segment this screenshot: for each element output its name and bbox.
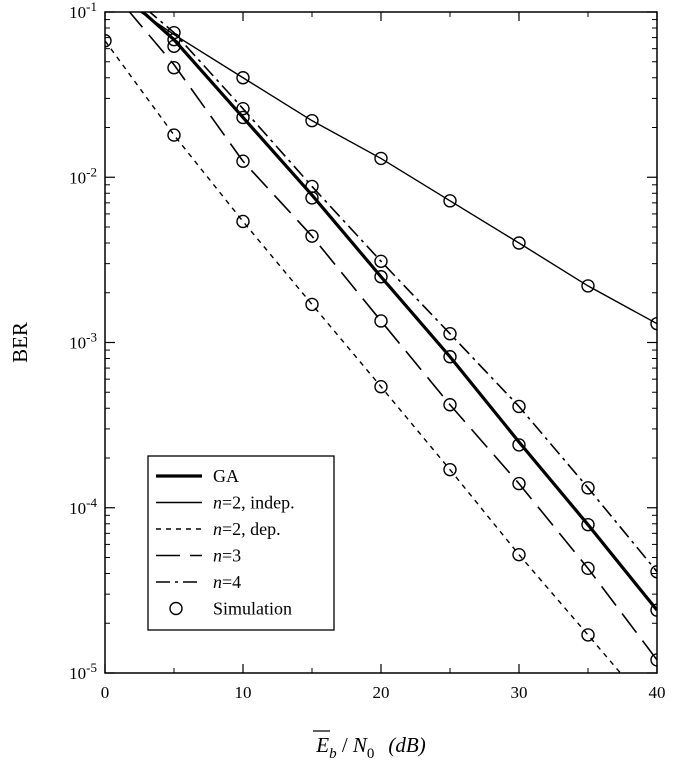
x-axis-title-n: N xyxy=(352,733,368,757)
simulation-point xyxy=(512,438,526,452)
simulation-point xyxy=(374,270,388,284)
x-tick-label: 30 xyxy=(511,683,528,702)
simulation-point xyxy=(167,61,181,75)
simulation-point xyxy=(374,151,388,166)
simulation-point xyxy=(512,236,526,250)
simulation-point xyxy=(167,39,181,54)
simulation-point xyxy=(581,517,595,532)
simulation-point xyxy=(305,191,319,205)
x-axis-title-unit: (dB) xyxy=(388,733,425,757)
y-tick-label: 10-3 xyxy=(69,330,97,353)
simulation-point xyxy=(374,380,388,394)
simulation-point xyxy=(374,314,388,328)
x-tick-label: 10 xyxy=(235,683,252,702)
legend-label-n3: n=3 xyxy=(213,546,241,566)
legend-box xyxy=(147,455,335,631)
simulation-point xyxy=(305,229,319,243)
y-axis-title: BER xyxy=(8,322,32,363)
series-line-n2d xyxy=(105,40,622,673)
simulation-point xyxy=(581,279,595,293)
simulation-point xyxy=(443,398,457,412)
series-line-ga xyxy=(140,12,657,612)
simulation-point xyxy=(236,214,250,229)
y-tick-label: 10-2 xyxy=(69,164,97,187)
legend-label-ga: GA xyxy=(213,466,239,486)
x-axis-title-n-sub: 0 xyxy=(367,746,375,762)
series-line-n3 xyxy=(128,12,657,661)
simulation-point xyxy=(167,128,181,142)
data-layer xyxy=(105,12,663,722)
x-tick-label: 40 xyxy=(649,683,666,702)
simulation-point xyxy=(305,113,319,128)
simulation-point xyxy=(443,327,457,341)
series-line-n2i xyxy=(139,12,657,325)
x-axis-title: Eb / N0 (dB) xyxy=(315,733,426,762)
x-axis-title-slash: / xyxy=(337,733,353,757)
simulation-point xyxy=(512,547,526,562)
simulation-point xyxy=(651,710,663,722)
legend-label-n2d: n=2, dep. xyxy=(213,519,281,539)
simulation-point xyxy=(650,316,657,331)
simulation-point xyxy=(581,561,595,576)
simulation-point xyxy=(443,350,457,364)
y-tick-label: 10-4 xyxy=(69,495,97,518)
legend-swatch-sim xyxy=(169,601,183,616)
simulation-point xyxy=(167,32,181,47)
legend-label-n4: n=4 xyxy=(213,572,241,592)
axis-layer: 0 10 20 30 40 10-1 10-2 10-3 10-4 10-5 xyxy=(69,0,665,702)
simulation-point xyxy=(167,25,181,40)
simulation-point xyxy=(236,71,250,85)
simulation-point xyxy=(581,628,595,642)
simulation-point xyxy=(512,476,526,491)
legend: GA n=2, indep. n=2, dep. n=3 n=4 Simulation xyxy=(147,455,335,631)
simulation-point xyxy=(443,462,457,477)
legend-label-sim: Simulation xyxy=(213,599,292,619)
x-axis-title-e: E xyxy=(315,733,329,757)
simulation-point xyxy=(236,154,250,168)
series-line-n4 xyxy=(148,12,657,573)
series-group xyxy=(105,12,663,722)
legend-label-n2i: n=2, indep. xyxy=(213,493,295,513)
simulation-point xyxy=(374,254,388,269)
y-tick-label: 10-1 xyxy=(69,0,97,22)
x-tick-label: 20 xyxy=(373,683,390,702)
simulation-point xyxy=(581,481,595,495)
x-tick-label: 0 xyxy=(101,683,110,702)
simulation-point xyxy=(443,194,457,208)
simulation-point xyxy=(512,399,526,414)
x-axis-title-e-sub: b xyxy=(329,746,337,762)
simulation-point xyxy=(236,101,250,116)
simulation-point xyxy=(650,653,657,667)
y-tick-label: 10-5 xyxy=(69,660,97,683)
simulation-point xyxy=(236,110,250,125)
simulation-point xyxy=(650,565,657,579)
simulation-point xyxy=(105,34,112,48)
legend-items: GA n=2, indep. n=2, dep. n=3 n=4 Simulation xyxy=(156,466,295,619)
simulation-point xyxy=(650,603,657,617)
simulation-point xyxy=(305,297,319,312)
